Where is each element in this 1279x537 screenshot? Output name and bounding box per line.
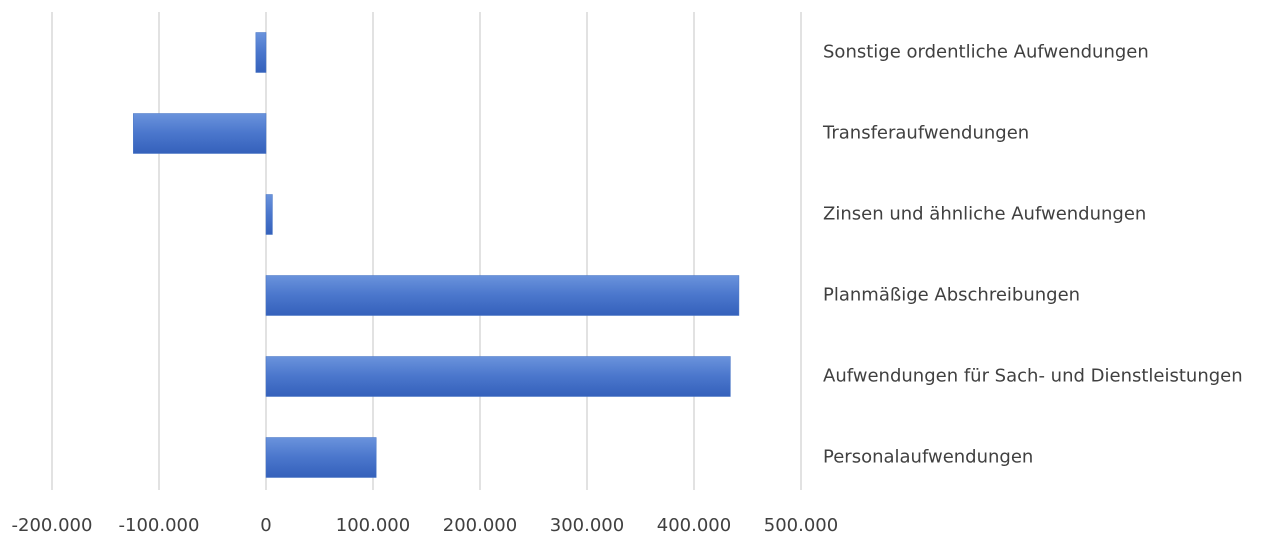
bar [265,437,377,478]
bar [255,32,267,73]
bar [265,356,731,397]
category-label: Zinsen und ähnliche Aufwendungen [823,204,1146,225]
category-label: Aufwendungen für Sach- und Dienstleistun… [823,366,1243,387]
bar [265,275,740,316]
bar [133,113,267,154]
x-tick-label: 500.000 [764,515,838,536]
category-label: Planmäßige Abschreibungen [823,285,1080,306]
x-tick-label: -100.000 [119,515,200,536]
bar [265,194,273,235]
category-label: Sonstige ordentliche Aufwendungen [823,42,1149,63]
x-tick-label: 100.000 [336,515,410,536]
x-tick-label: 200.000 [443,515,517,536]
x-tick-label: -200.000 [12,515,93,536]
category-label: Transferaufwendungen [822,123,1029,144]
x-tick-label: 400.000 [657,515,731,536]
x-tick-label: 0 [260,515,271,536]
x-tick-label: 300.000 [550,515,624,536]
category-label: Personalaufwendungen [823,447,1033,468]
